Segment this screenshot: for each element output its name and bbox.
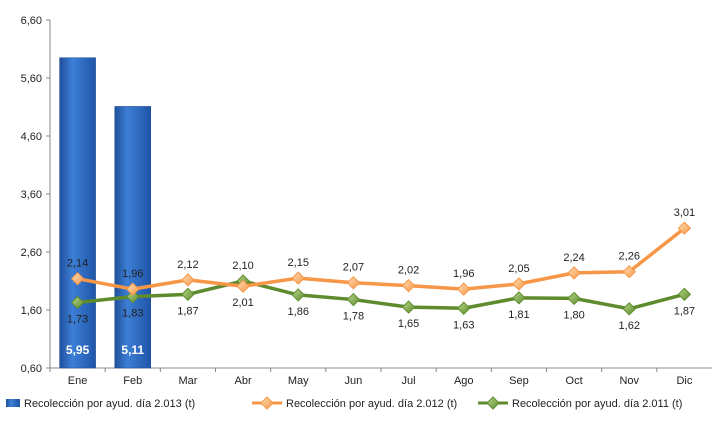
x-tick-label: Ago	[454, 375, 474, 387]
series-2011-data-label: 1,87	[674, 305, 695, 317]
series-2012-marker	[70, 271, 85, 286]
series-2011-data-label: 1,62	[619, 320, 640, 332]
series-2011-line	[77, 279, 685, 311]
y-tick-label: 0,60	[21, 363, 42, 375]
series-2011-marker	[457, 301, 471, 315]
series-2011-data-label: 1,78	[343, 311, 364, 323]
x-tick-label: May	[288, 375, 309, 387]
series-2012-data-label: 2,15	[288, 257, 309, 269]
series-2011-marker	[401, 300, 416, 314]
y-tick-label: 4,60	[21, 131, 42, 143]
series-2012-marker	[236, 279, 250, 293]
series-2011-marker	[126, 289, 140, 304]
series-2011-marker	[181, 287, 195, 302]
series-2012-line	[77, 226, 686, 291]
x-tick-label: Nov	[619, 375, 639, 387]
legend-label-2011: Recolección por ayud. día 2.011 (t)	[512, 398, 682, 410]
series-2012-data-label: 3,01	[674, 207, 695, 219]
legend-label-2013: Recolección por ayud. día 2.013 (t)	[24, 398, 195, 410]
series-2011-data-label: 1,63	[453, 319, 474, 331]
line-series	[70, 221, 692, 316]
series-2012-data-label: 2,02	[398, 265, 419, 277]
x-tick-label: Sep	[509, 375, 529, 387]
x-tick-label: Mar	[178, 375, 197, 387]
series-2012-marker	[677, 221, 692, 235]
series-2011-marker	[512, 291, 526, 305]
series-2011-data-label: 1,65	[398, 318, 419, 330]
series-2011-data-label: 1,81	[508, 309, 529, 321]
series-2012-data-label: 2,05	[508, 263, 529, 275]
series-2011-data-label: 1,86	[288, 306, 309, 318]
series-2011-data-label: 1,80	[563, 309, 584, 321]
x-tick-label: Jul	[402, 375, 416, 387]
legend-swatch-2012-marker	[260, 396, 274, 410]
x-tick-label: Feb	[123, 375, 142, 387]
bar-series-2013	[59, 57, 151, 369]
series-2011-marker	[677, 287, 692, 302]
x-tick-label: Oct	[566, 375, 583, 387]
legend-label-2012: Recolección por ayud. día 2.012 (t)	[286, 398, 457, 410]
series-2012-data-label: 1,96	[453, 268, 474, 280]
series-2011-marker	[567, 291, 581, 306]
y-tick-label: 3,60	[21, 189, 42, 201]
series-2012-marker	[346, 276, 361, 290]
series-2012-marker	[457, 282, 471, 296]
series-2012-data-label: 2,07	[343, 262, 364, 274]
series-2011-marker	[70, 295, 85, 310]
legend-swatch-2011-marker	[486, 396, 500, 410]
series-2011-marker	[291, 288, 305, 302]
legend-swatch-2013	[6, 399, 20, 407]
series-2011-data-label: 1,83	[122, 308, 143, 320]
series-2012-data-label: 2,01	[232, 297, 253, 309]
series-2012-data-label: 1,96	[122, 268, 143, 280]
x-tick-label: Dic	[676, 375, 692, 387]
axes: 0,60 1,60 2,60 3,60 4,60 5,60 6,60 Ene Feb Mar Abr…	[21, 15, 712, 387]
series-2012-marker	[622, 265, 636, 279]
series-2011-data-label: 1,87	[177, 305, 198, 317]
series-2012-data-label: 2,26	[619, 251, 640, 263]
x-tick-label: Abr	[235, 375, 252, 387]
bar	[59, 57, 96, 369]
legend: Recolección por ayud. día 2.013 (t) Recol…	[6, 396, 682, 410]
series-2011-marker	[622, 302, 636, 316]
y-tick-label: 2,60	[21, 247, 42, 259]
series-2011-marker	[346, 292, 361, 307]
data-labels: 5,95 5,11 2,14 1,73 1,96 1,83 2,12 1,87 2,01 2,10…	[66, 207, 695, 357]
series-2012-marker	[567, 266, 581, 280]
x-tick-label: Ene	[68, 375, 88, 387]
bar	[114, 106, 151, 369]
y-tick-label: 5,60	[21, 73, 42, 85]
series-2011-data-label: 1,73	[67, 313, 88, 325]
series-2012-marker	[512, 277, 526, 291]
bar-data-label: 5,11	[121, 343, 144, 357]
series-2012-marker	[401, 278, 416, 293]
bar-data-label: 5,95	[66, 343, 90, 357]
series-2012-data-label: 2,24	[563, 252, 584, 264]
series-2011-data-label: 2,10	[232, 260, 253, 272]
x-tick-label: Jun	[345, 375, 363, 387]
series-2012-data-label: 2,12	[177, 259, 198, 271]
series-2012-marker	[126, 282, 140, 296]
y-tick-label: 1,60	[21, 305, 42, 317]
series-2012-marker	[291, 271, 305, 285]
series-2012-marker	[181, 273, 195, 287]
series-2012-data-label: 2,14	[67, 258, 88, 270]
y-tick-label: 6,60	[21, 15, 42, 27]
